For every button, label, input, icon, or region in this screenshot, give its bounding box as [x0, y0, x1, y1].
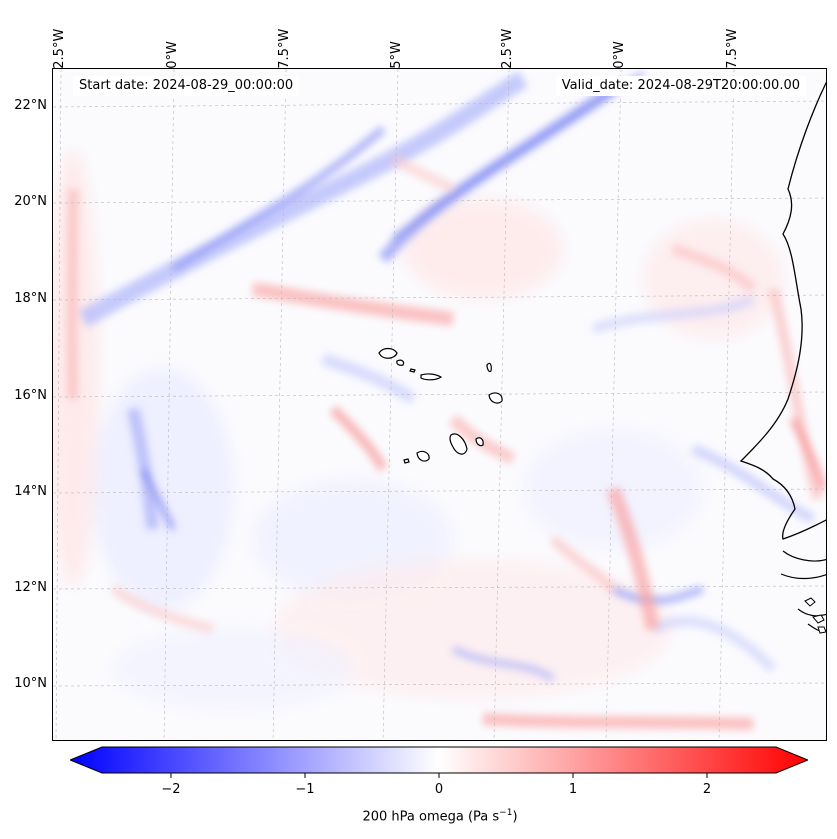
valid-date-label: Valid_date: 2024-08-29T20:00:00.00 — [555, 76, 806, 96]
sao-vicente-island — [396, 359, 405, 366]
omega-field-map — [53, 69, 826, 740]
colorbar-tick-label: 1 — [568, 782, 578, 797]
cape-verde-islands — [378, 347, 503, 464]
colorbar-ticks — [170, 773, 708, 778]
colorbar — [70, 746, 808, 778]
africa-coastline — [739, 81, 826, 540]
lat-label-20n: 20°N — [14, 194, 47, 209]
colorbar-tick-label: 0 — [434, 782, 444, 797]
start-date-label: Start date: 2024-08-29_00:00:00 — [73, 76, 300, 96]
colorbar-tick-label: 2 — [702, 782, 712, 797]
santiago-island — [449, 433, 468, 455]
lat-label-18n: 18°N — [14, 291, 47, 306]
colorbar-title-exponent: −1 — [499, 808, 513, 818]
sal-island — [486, 362, 492, 373]
brava-island — [403, 458, 410, 464]
positive-omega-bands — [67, 154, 826, 730]
colorbar-title: 200 hPa omega (Pa s−1) — [0, 808, 837, 824]
lat-label-16n: 16°N — [14, 388, 47, 403]
maio-island — [475, 437, 484, 447]
colorbar-title-text: 200 hPa omega (Pa s — [362, 809, 500, 825]
santo-antao-island — [378, 347, 398, 359]
colorbar-title-end: ) — [512, 809, 518, 825]
graticule — [53, 69, 826, 740]
fogo-island — [416, 450, 430, 462]
colorbar-tick-label: −2 — [161, 782, 181, 797]
map-panel[interactable] — [52, 68, 827, 741]
lat-label-22n: 22°N — [14, 98, 47, 113]
lat-label-14n: 14°N — [14, 484, 47, 499]
lat-label-10n: 10°N — [14, 676, 47, 691]
west-africa-inlets — [780, 550, 826, 633]
background-field — [53, 149, 783, 709]
lat-label-12n: 12°N — [14, 580, 47, 595]
santa-luzia-island — [409, 368, 416, 373]
boa-vista-island — [488, 392, 503, 404]
negative-omega-bands — [78, 71, 816, 683]
sao-nicolau-island — [420, 373, 443, 381]
colorbar-tick-label: −1 — [295, 782, 315, 797]
bijagos-islands — [804, 597, 826, 634]
colorbar-gradient — [70, 746, 808, 774]
